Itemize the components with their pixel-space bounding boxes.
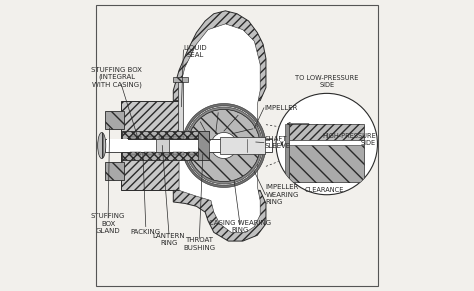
Bar [159,136,170,139]
Circle shape [188,109,260,182]
Text: LANTERN
RING: LANTERN RING [153,233,185,246]
Text: PACKING: PACKING [131,229,161,235]
Bar [219,137,264,154]
Bar [178,82,183,131]
Bar [130,152,141,155]
Bar [173,136,184,139]
Bar [144,136,155,139]
Bar [107,139,128,152]
Text: CLEARANCE: CLEARANCE [304,187,344,194]
Bar [173,152,184,155]
Bar [105,139,272,152]
Text: IMPELLER: IMPELLER [264,105,298,111]
Text: STUFFING
BOX
GLAND: STUFFING BOX GLAND [91,213,125,234]
Polygon shape [173,190,266,241]
Bar [289,144,365,182]
Polygon shape [179,24,260,233]
Circle shape [276,93,377,195]
Bar [156,139,169,152]
Text: CASING WEARING
RING: CASING WEARING RING [209,220,271,233]
Bar [188,152,199,155]
Bar [144,152,155,155]
Ellipse shape [98,132,106,159]
Text: TO LOW-PRESSURE
SIDE: TO LOW-PRESSURE SIDE [295,75,358,88]
Text: HIGH-PRESSURE
SIDE: HIGH-PRESSURE SIDE [322,133,376,146]
Bar [122,131,209,139]
Text: LIQUID
SEAL: LIQUID SEAL [183,45,207,58]
Bar [198,131,210,160]
Bar [105,111,124,129]
Text: STUFFING BOX
(INTEGRAL
WITH CASING): STUFFING BOX (INTEGRAL WITH CASING) [91,67,142,88]
Text: IMPELLER
WEARING
RING: IMPELLER WEARING RING [265,184,299,205]
Bar [188,136,199,139]
Bar [289,140,365,145]
Bar [159,152,170,155]
Text: THROAT
BUSHING: THROAT BUSHING [183,237,215,251]
Bar [122,152,209,160]
Text: SHAFT
SLEEVE: SHAFT SLEEVE [264,136,291,149]
Polygon shape [173,11,266,101]
Bar [130,136,141,139]
Bar [285,124,289,182]
Bar [173,77,188,82]
Bar [121,101,255,190]
Bar [289,124,365,140]
Bar [105,162,124,180]
Circle shape [211,132,237,159]
